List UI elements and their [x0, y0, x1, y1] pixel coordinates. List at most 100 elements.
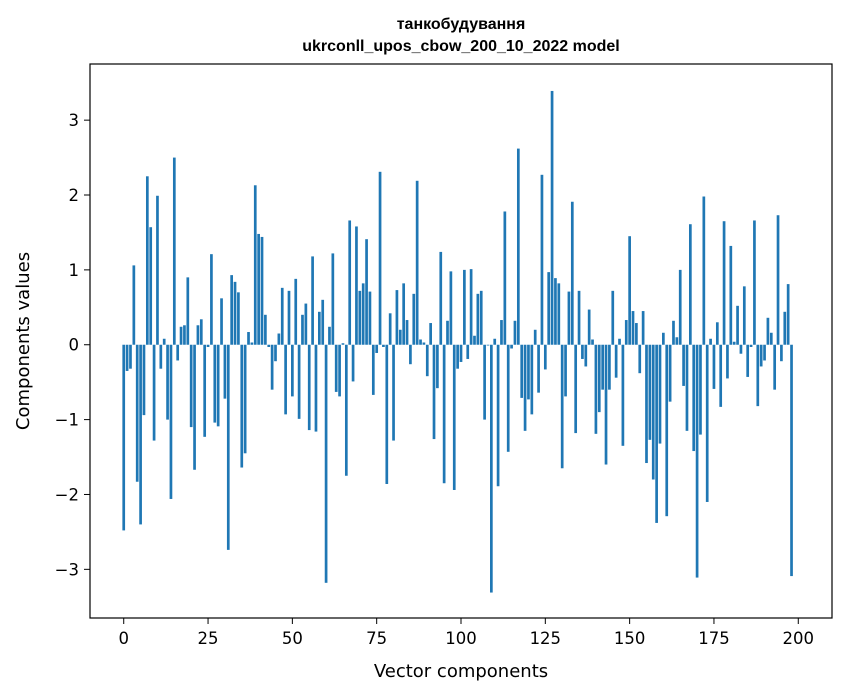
bar [597, 344, 601, 413]
bar [311, 256, 314, 345]
bar [385, 344, 389, 484]
bar [415, 180, 419, 345]
y-tick-label: −3 [55, 560, 79, 579]
bar [513, 320, 517, 345]
bar [746, 344, 750, 377]
bar [624, 320, 628, 345]
bar [291, 344, 294, 397]
bar [125, 344, 129, 371]
bar [466, 344, 470, 359]
bar [220, 298, 223, 345]
bar [533, 329, 537, 345]
bar [206, 344, 210, 347]
bar [439, 251, 443, 345]
bar [769, 332, 773, 345]
bar [193, 344, 196, 470]
bar [473, 335, 476, 345]
bar [223, 344, 227, 399]
bar [557, 283, 561, 345]
bar [149, 227, 153, 345]
bar [189, 344, 193, 428]
bar [550, 90, 554, 345]
bar [280, 287, 284, 345]
bar [712, 344, 716, 389]
bar [496, 344, 500, 487]
bar [267, 344, 271, 347]
chart-title: танкобудування [397, 16, 526, 33]
bar [486, 344, 490, 346]
x-tick-label: 75 [366, 629, 387, 648]
bar [668, 344, 672, 402]
bar [742, 286, 746, 345]
bar [611, 290, 615, 345]
bar [594, 344, 598, 434]
bar [284, 344, 287, 415]
bar [368, 291, 372, 345]
bar [628, 236, 631, 345]
bar [243, 344, 247, 454]
bar [726, 344, 729, 379]
bar [665, 344, 669, 517]
bar [456, 344, 459, 369]
bar [446, 320, 449, 345]
bar [739, 344, 743, 354]
bar [301, 314, 304, 345]
bar [139, 344, 142, 525]
bar [688, 224, 692, 345]
x-tick-label: 25 [198, 629, 219, 648]
x-tick-label: 175 [698, 629, 730, 648]
bar [264, 314, 267, 345]
bar [570, 201, 574, 345]
bar [547, 272, 551, 345]
x-tick-label: 200 [783, 629, 815, 648]
bar [763, 344, 766, 361]
bar [567, 291, 571, 345]
bar [715, 322, 719, 345]
bar [736, 305, 739, 345]
y-tick-label: 3 [69, 111, 80, 130]
bar [651, 344, 655, 480]
bar [402, 283, 406, 345]
bar [355, 226, 358, 345]
bar [790, 344, 793, 577]
bar [530, 344, 534, 415]
bar [490, 344, 493, 593]
bar [317, 311, 321, 345]
bar [672, 320, 675, 345]
bar [662, 332, 665, 345]
bar [382, 344, 385, 347]
bar [658, 344, 662, 444]
bar [395, 290, 399, 345]
bar [732, 341, 736, 345]
bar [442, 344, 446, 484]
x-axis-label: Vector components [374, 661, 548, 682]
bar [479, 290, 483, 345]
bar [705, 344, 709, 502]
bar [183, 325, 186, 345]
x-tick-label: 0 [118, 629, 129, 648]
bar [378, 171, 382, 345]
bar [753, 220, 756, 345]
bar [152, 344, 156, 441]
bar [392, 344, 395, 441]
bar [409, 344, 412, 365]
bar [321, 299, 325, 345]
bar [253, 185, 257, 345]
bar [459, 344, 463, 362]
bar [365, 239, 368, 345]
bar [398, 329, 402, 345]
bar [257, 233, 260, 345]
chart-subtitle: ukrconll_upos_cbow_200_10_2022 model [302, 38, 619, 55]
bar [307, 344, 311, 431]
bar [756, 344, 760, 407]
bar [641, 311, 645, 345]
bar [709, 338, 712, 345]
y-tick-label: 1 [69, 261, 80, 280]
bar [294, 278, 298, 345]
bar [584, 344, 588, 367]
bar [122, 344, 126, 531]
y-axis: −3 −2 −1 0 1 2 3 [55, 111, 90, 579]
bar [132, 265, 136, 345]
x-tick-label: 125 [530, 629, 562, 648]
bar [304, 303, 308, 345]
